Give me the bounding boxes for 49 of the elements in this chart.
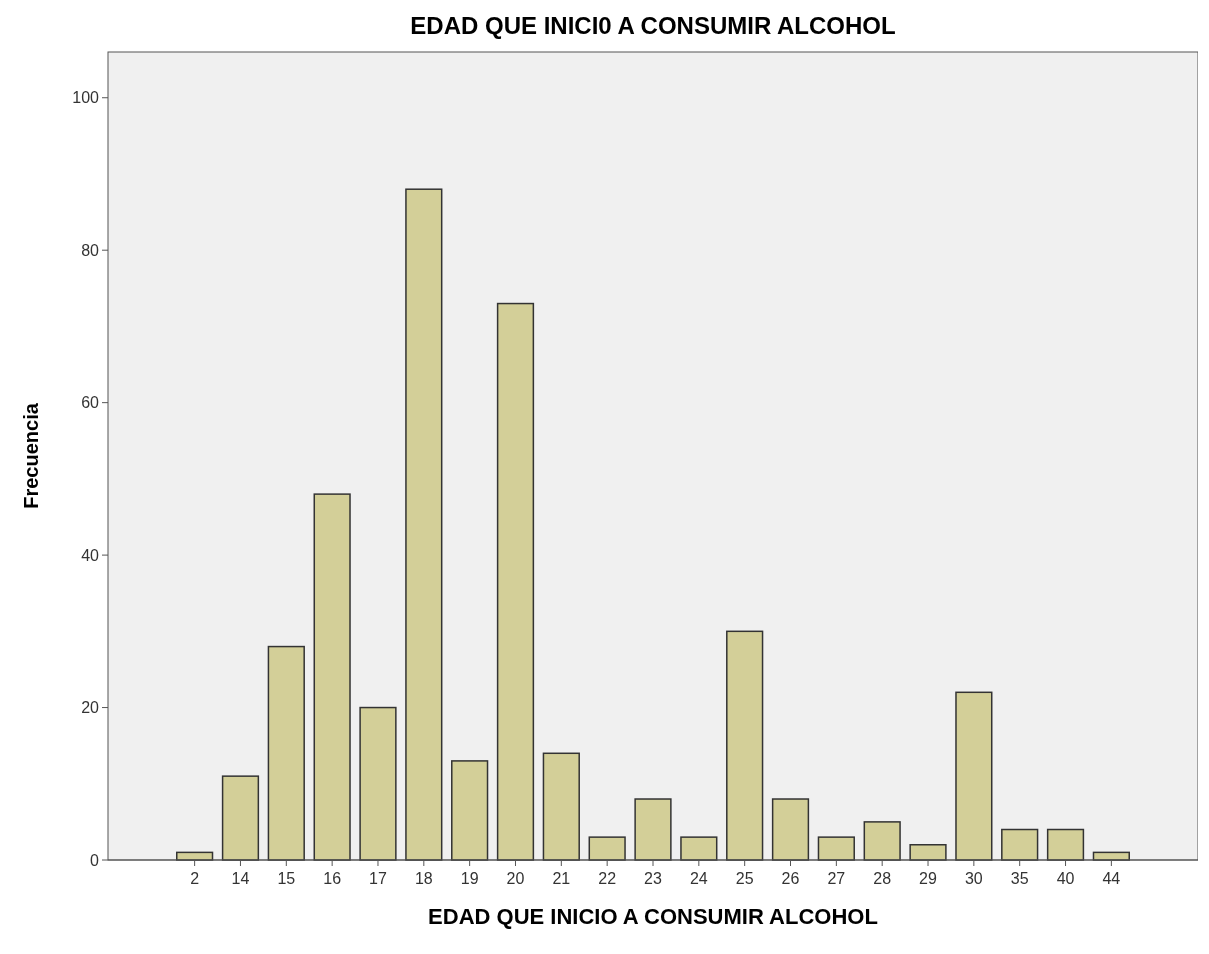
y-tick-label: 100: [72, 89, 100, 107]
x-tick-label: 30: [964, 870, 983, 887]
y-tick-label: 40: [81, 546, 100, 564]
y-tick-label: 20: [81, 699, 100, 717]
bar: [771, 798, 810, 861]
y-axis-title: Frecuencia: [20, 402, 42, 509]
bar: [496, 302, 535, 861]
x-tick-label: 27: [827, 870, 846, 887]
x-tick-label: 16: [323, 870, 342, 887]
x-tick-label: 28: [873, 870, 892, 887]
x-tick-label: 25: [735, 870, 754, 887]
x-tick-label: 15: [277, 870, 296, 887]
bar: [955, 691, 993, 861]
x-tick-label: 24: [689, 870, 708, 887]
x-tick-label: 19: [460, 870, 479, 887]
chart-title: EDAD QUE INICI0 A CONSUMIR ALCOHOL: [410, 12, 896, 39]
bar: [313, 493, 351, 861]
x-tick-label: 22: [598, 870, 617, 887]
bar: [542, 752, 580, 861]
x-tick-label: 40: [1056, 870, 1075, 887]
x-tick-label: 20: [506, 870, 525, 887]
bar: [359, 706, 397, 861]
bar: [451, 760, 489, 861]
x-tick-label: 44: [1102, 870, 1121, 887]
x-tick-label: 2: [190, 870, 200, 887]
bar: [726, 630, 764, 861]
bar: [221, 775, 260, 861]
x-tick-label: 26: [781, 870, 800, 887]
bar: [1046, 828, 1085, 861]
bar: [588, 836, 626, 861]
bar: [267, 645, 305, 861]
x-tick-label: 18: [414, 870, 433, 887]
y-tick-label: 80: [81, 241, 100, 259]
x-tick-label: 23: [644, 870, 662, 887]
bar: [405, 188, 443, 861]
y-tick-label: 60: [81, 394, 100, 412]
bar: [817, 836, 855, 861]
x-tick-label: 35: [1010, 870, 1029, 887]
x-axis-title: EDAD QUE INICIO A CONSUMIR ALCOHOL: [428, 904, 878, 929]
bar: [909, 844, 947, 861]
x-tick-label: 14: [231, 870, 250, 887]
bar: [680, 836, 718, 861]
y-tick-label: 0: [90, 851, 100, 869]
x-tick-label: 17: [369, 870, 387, 887]
bar: [1001, 828, 1039, 861]
bar: [634, 798, 672, 861]
x-tick-label: 29: [919, 870, 938, 887]
bar: [863, 821, 901, 861]
x-tick-label: 21: [552, 870, 571, 887]
